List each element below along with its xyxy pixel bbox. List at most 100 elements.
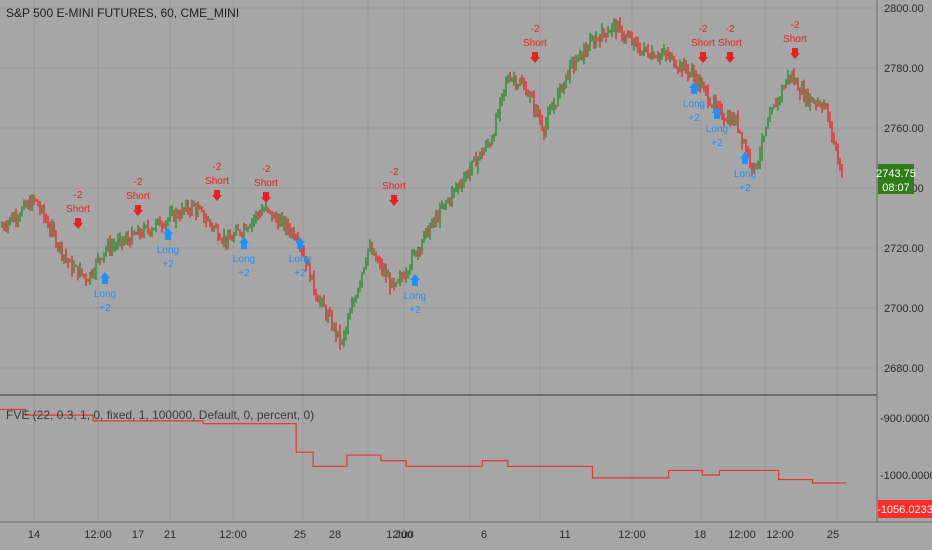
price-tick-label: 2800.00	[884, 3, 924, 15]
bar-countdown: 08:07	[882, 182, 910, 194]
long-arrow-icon	[163, 228, 173, 240]
time-tick-label: 12:00	[84, 529, 112, 541]
svg-text:-2: -2	[699, 24, 708, 35]
svg-text:Long: Long	[157, 245, 179, 256]
time-tick-label: 28	[329, 529, 341, 541]
short-signal[interactable]: -2 Short	[205, 162, 229, 201]
svg-text:+2: +2	[99, 303, 111, 314]
svg-text:Long: Long	[734, 169, 756, 180]
long-signal[interactable]: Long +2	[157, 228, 179, 270]
time-tick-label: 17	[132, 529, 144, 541]
svg-text:Short: Short	[66, 204, 90, 215]
svg-text:Short: Short	[254, 178, 278, 189]
fve-indicator-line	[0, 408, 847, 484]
price-bars	[1, 17, 843, 350]
time-tick-label: 12:00	[728, 529, 756, 541]
svg-text:Short: Short	[691, 38, 715, 49]
svg-text:Long: Long	[683, 99, 705, 110]
svg-text:-2: -2	[726, 24, 735, 35]
short-arrow-icon	[530, 52, 540, 63]
time-tick-label: 12:00	[766, 529, 794, 541]
long-signal[interactable]: Long +2	[233, 237, 255, 279]
price-tick-label: 2720.00	[884, 243, 924, 255]
long-arrow-icon	[239, 237, 249, 249]
price-tick-label: 2760.00	[884, 123, 924, 135]
svg-text:+2: +2	[409, 305, 421, 316]
short-arrow-icon	[725, 52, 735, 63]
last-price-value: 2743.75	[876, 168, 916, 180]
fve-line-path	[0, 408, 847, 484]
svg-text:+2: +2	[688, 113, 700, 124]
trade-signals: -2 Short Long +2 -2 Short Long +2 -2 Short Long +2 -…	[66, 20, 807, 316]
svg-text:Short: Short	[126, 191, 150, 202]
long-signal[interactable]: Long +2	[706, 107, 728, 149]
last-fve-value: -1056.0233	[877, 504, 932, 516]
long-signal[interactable]: Long +2	[683, 82, 705, 124]
fve-indicator-title[interactable]: FVE (22, 0.3, 1, 0, fixed, 1, 100000, De…	[6, 408, 315, 422]
fve-tick-label: -900.0000	[880, 413, 930, 425]
short-signal[interactable]: -2 Short	[523, 24, 547, 63]
long-arrow-icon	[712, 107, 722, 119]
time-tick-label: 12:00	[219, 529, 247, 541]
short-signal[interactable]: -2 Short	[254, 164, 278, 203]
price-tick-label: 2680.00	[884, 363, 924, 375]
long-signal[interactable]: Long +2	[404, 274, 426, 316]
time-tick-label: 12:00	[386, 529, 414, 541]
fve-axis[interactable]: -900.0000 -1000.0000	[880, 413, 932, 482]
svg-text:-2: -2	[74, 190, 83, 201]
short-arrow-icon	[261, 192, 271, 203]
price-tick-label: 2700.00	[884, 303, 924, 315]
short-signal[interactable]: -2 Short	[691, 24, 715, 63]
svg-text:Long: Long	[404, 291, 426, 302]
time-tick-label: Jun	[395, 529, 413, 541]
short-arrow-icon	[212, 190, 222, 201]
svg-text:+2: +2	[739, 183, 751, 194]
svg-text:-2: -2	[134, 177, 143, 188]
short-arrow-icon	[133, 205, 143, 216]
svg-text:Short: Short	[382, 181, 406, 192]
svg-text:+2: +2	[162, 259, 174, 270]
short-signal[interactable]: -2 Short	[783, 20, 807, 59]
time-tick-label: 18	[694, 529, 706, 541]
svg-text:-2: -2	[213, 162, 222, 173]
time-tick-label: 21	[164, 529, 176, 541]
short-signal[interactable]: -2 Short	[126, 177, 150, 216]
time-tick-label: 14	[28, 529, 40, 541]
svg-text:Long: Long	[706, 124, 728, 135]
last-price-badge: 2743.75 08:07	[876, 164, 916, 194]
svg-text:+2: +2	[294, 268, 306, 279]
short-arrow-icon	[790, 48, 800, 59]
long-signal[interactable]: Long +2	[289, 237, 311, 279]
svg-text:Short: Short	[783, 34, 807, 45]
grid-lines	[0, 0, 877, 522]
long-signal[interactable]: Long +2	[734, 152, 756, 194]
short-signal[interactable]: -2 Short	[382, 167, 406, 206]
short-arrow-icon	[698, 52, 708, 63]
svg-text:Short: Short	[205, 176, 229, 187]
long-arrow-icon	[689, 82, 699, 94]
svg-text:Long: Long	[94, 289, 116, 300]
svg-text:+2: +2	[711, 138, 723, 149]
long-arrow-icon	[295, 237, 305, 249]
long-arrow-icon	[100, 272, 110, 284]
main-chart-title[interactable]: S&P 500 E-MINI FUTURES, 60, CME_MINI	[6, 6, 240, 20]
svg-text:+2: +2	[238, 268, 250, 279]
short-signal[interactable]: -2 Short	[66, 190, 90, 229]
short-signal[interactable]: -2 Short	[718, 24, 742, 63]
svg-text:Long: Long	[289, 254, 311, 265]
time-tick-label: 25	[827, 529, 839, 541]
time-tick-label: 12:00	[618, 529, 646, 541]
svg-text:-2: -2	[531, 24, 540, 35]
time-tick-label: 25	[294, 529, 306, 541]
svg-text:-2: -2	[390, 167, 399, 178]
long-signal[interactable]: Long +2	[94, 272, 116, 314]
svg-text:-2: -2	[262, 164, 271, 175]
long-arrow-icon	[410, 274, 420, 286]
time-tick-label: 11	[559, 529, 570, 541]
short-arrow-icon	[73, 218, 83, 229]
fve-tick-label: -1000.0000	[880, 470, 932, 482]
svg-text:Short: Short	[523, 38, 547, 49]
